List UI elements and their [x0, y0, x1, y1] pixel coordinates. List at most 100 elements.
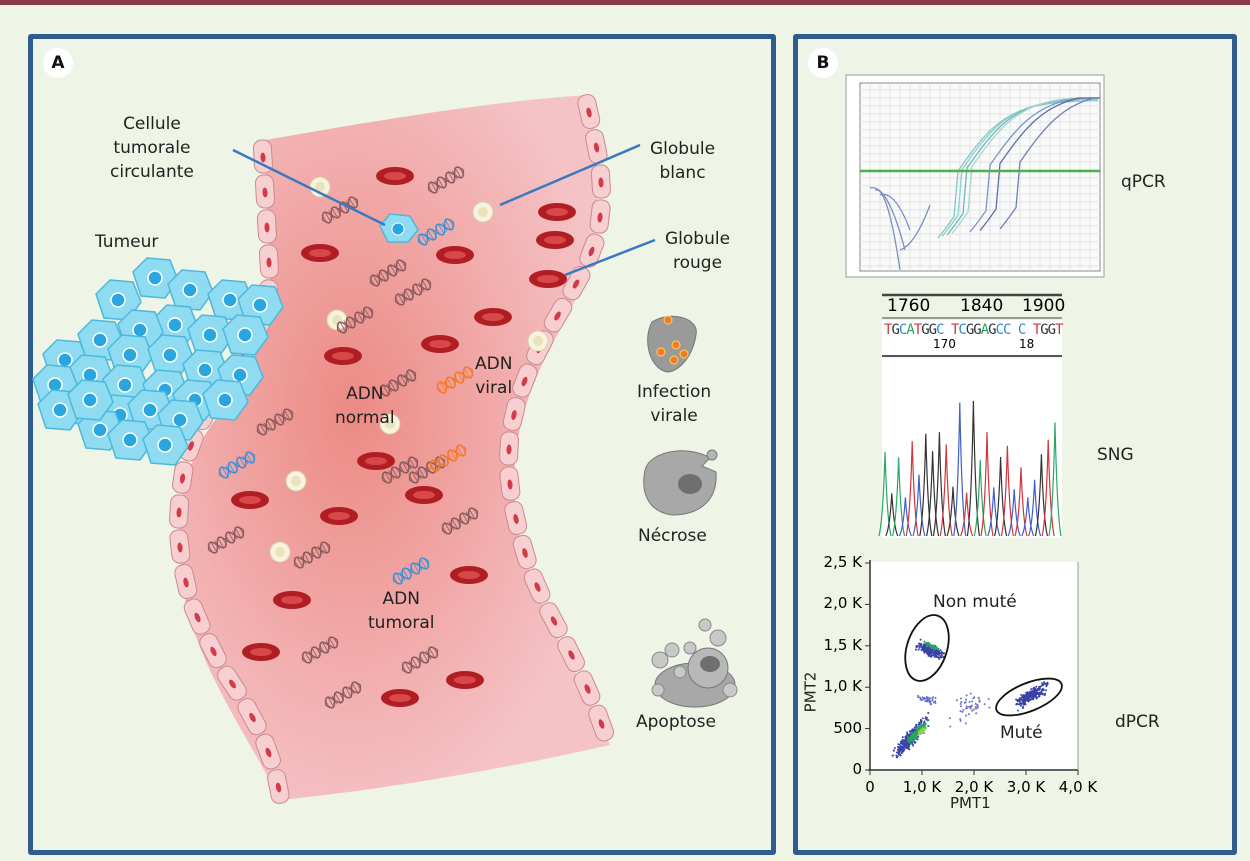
endothelial-nucleus: [176, 507, 182, 518]
sng-base: A: [906, 322, 915, 338]
dpcr-x-tick-label: 0: [865, 778, 875, 796]
sng-base: C: [936, 322, 945, 338]
endothelial-nucleus: [598, 177, 604, 188]
tumor-cell-nucleus: [222, 292, 238, 308]
vessel-wall-right: [499, 94, 615, 742]
sng-base: T: [884, 322, 893, 338]
endothelial-nucleus: [507, 479, 513, 490]
red-blood-cell-center: [250, 648, 272, 656]
tumor-cell-nucleus: [122, 432, 138, 448]
panel-a-badge: A: [43, 48, 73, 78]
tumor-cell-nucleus: [162, 347, 178, 363]
white-blood-cell-nucleus: [385, 419, 395, 429]
endothelial-nucleus: [210, 646, 217, 657]
dpcr-label: dPCR: [1115, 712, 1160, 732]
red-blood-cell-center: [239, 496, 261, 504]
sng-base: [1010, 322, 1017, 338]
tumor-cell-nucleus: [132, 322, 148, 338]
sng-base: G: [965, 322, 975, 338]
apoptosis-cell-icon: [651, 618, 738, 708]
dpcr-x-tick-label: 3,0 K: [1006, 778, 1046, 796]
white-blood-cell-nucleus: [291, 476, 301, 486]
tumor-cell-nucleus: [157, 437, 173, 453]
red-blood-cell-center: [281, 596, 303, 604]
dna-normal: [381, 456, 419, 484]
sng-base: G: [1040, 322, 1049, 338]
sng-base: T: [913, 322, 923, 338]
endothelial-nucleus: [598, 719, 605, 729]
sng-base: G: [1047, 322, 1057, 338]
red-blood-cell-center: [332, 352, 354, 360]
endothelial-nucleus: [249, 712, 256, 723]
circulating-tumor-cell-nucleus: [391, 222, 405, 236]
wbc-label: Globule blanc: [650, 139, 716, 183]
white-blood-cell-nucleus: [315, 182, 325, 192]
red-blood-cell-center: [454, 676, 476, 684]
apoptosis-label: Apoptose: [636, 712, 716, 732]
endothelial-nucleus: [597, 212, 603, 223]
dna-normal: [336, 306, 374, 334]
endothelial-nucleus: [593, 142, 600, 153]
vessel-contents: [207, 166, 576, 709]
dpcr-x-tick-label: 4,0 K: [1058, 778, 1098, 796]
sng-base: G: [973, 322, 982, 338]
sng-base: G: [921, 322, 930, 338]
endothelial-nucleus: [584, 684, 591, 694]
dna-normal: [441, 507, 479, 535]
endothelial-nucleus: [572, 279, 580, 289]
endothelial-nucleus: [179, 473, 186, 484]
dna-normal: [293, 541, 331, 569]
sng-base: C: [898, 322, 908, 338]
tumor-cell-nucleus: [202, 327, 218, 343]
sng-base: C: [958, 322, 967, 338]
red-blood-cell-center: [544, 236, 566, 244]
dna-normal: [401, 646, 439, 674]
viral-infection-label: Infection virale: [637, 382, 712, 426]
dna-viral: [436, 366, 474, 394]
ctc-label: Cellule tumorale circulante: [110, 114, 194, 182]
red-blood-cell-center: [444, 251, 466, 259]
sng-base: [944, 322, 951, 338]
dna-tumor: [417, 218, 455, 246]
sng-position: 18: [1019, 337, 1035, 351]
tumor-cell-cluster: [32, 257, 284, 466]
endothelial-nucleus: [194, 612, 201, 623]
dpcr-x-tick-label: 1,0 K: [902, 778, 942, 796]
dpcr-y-tick-label: 1,0 K: [823, 677, 862, 696]
red-blood-cell-center: [309, 249, 331, 257]
endothelial-nucleus: [188, 441, 194, 451]
endothelial-nucleus: [506, 444, 512, 455]
dna-normal: [427, 166, 465, 194]
tumor-cell-nucleus: [172, 412, 188, 428]
dpcr-x-tick-label: 2,0 K: [954, 778, 994, 796]
sng-base: G: [891, 322, 900, 338]
tumor-label: Tumeur: [95, 232, 159, 252]
non-mutated-label: Non muté: [933, 592, 1017, 612]
red-blood-cell-center: [546, 208, 568, 216]
red-blood-cell-center: [389, 694, 411, 702]
panel-b: [793, 34, 1237, 855]
tumor-cell-nucleus: [232, 367, 248, 383]
tumor-cell-nucleus: [110, 292, 126, 308]
sng-tick: 1840: [960, 296, 1004, 316]
endothelial-nucleus: [568, 650, 575, 660]
top-rule: [0, 0, 1250, 5]
red-blood-cell-center: [429, 340, 451, 348]
dna-normal: [394, 278, 432, 306]
dpcr-y-tick-label: 500: [833, 718, 862, 737]
sng-base: G: [988, 322, 997, 338]
endothelial-nucleus: [534, 582, 541, 592]
rbc-label: Globule rouge: [665, 229, 731, 273]
red-blood-cell-center: [365, 457, 387, 465]
qpcr-label: qPCR: [1121, 172, 1166, 192]
tumor-cell-nucleus: [237, 327, 253, 343]
endothelial-nucleus: [513, 514, 519, 524]
tumor-cell-nucleus: [117, 377, 133, 393]
white-blood-cell-nucleus: [533, 336, 543, 346]
dna-normal: [301, 636, 339, 664]
dpcr-x-axis-label: PMT1: [950, 794, 991, 812]
vessel-lumen: [179, 95, 611, 800]
endothelial-nucleus: [554, 311, 561, 321]
endothelial-nucleus: [586, 107, 592, 118]
tumor-cell-nucleus: [197, 362, 213, 378]
